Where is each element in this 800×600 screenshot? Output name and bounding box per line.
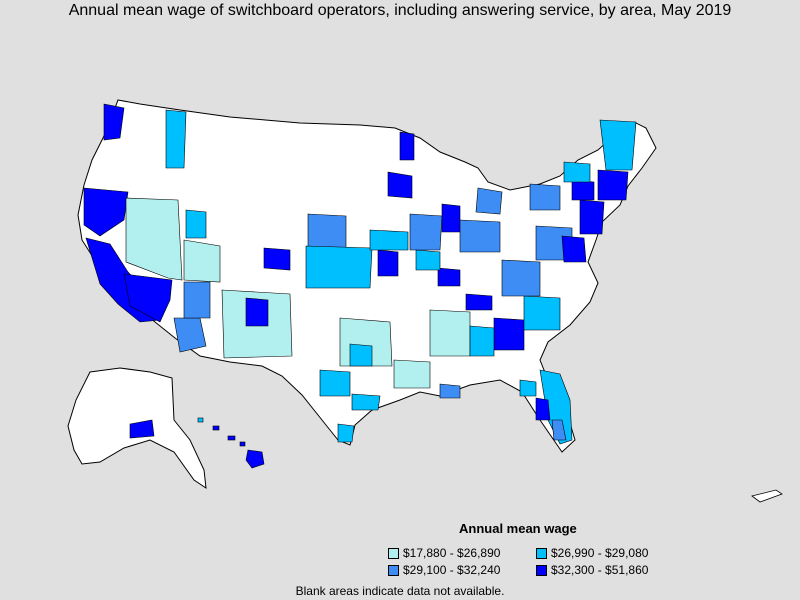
legend-item-range-4: $32,300 - $51,860	[536, 563, 676, 577]
legend-swatch-range-4	[536, 564, 547, 576]
footnote: Blank areas indicate data not available.	[295, 584, 505, 598]
legend-item-range-2: $26,990 - $29,080	[536, 546, 676, 560]
legend-swatch-range-2	[536, 547, 547, 559]
legend-title: Annual mean wage	[459, 521, 577, 536]
legend-label-range-1: $17,880 - $26,890	[403, 546, 501, 560]
legend-label-range-3: $29,100 - $32,240	[403, 563, 501, 577]
legend-label-range-2: $26,990 - $29,080	[551, 546, 649, 560]
hawaii-islands	[197, 417, 265, 469]
legend-label-range-4: $32,300 - $51,860	[551, 563, 649, 577]
legend-item-range-3: $29,100 - $32,240	[388, 563, 536, 577]
legend-swatch-range-3	[388, 564, 399, 576]
wage-areas	[83, 103, 637, 445]
legend: $17,880 - $26,890 $26,990 - $29,080 $29,…	[388, 546, 676, 577]
legend-item-range-1: $17,880 - $26,890	[388, 546, 536, 560]
legend-swatch-range-1	[388, 547, 399, 559]
puerto-rico-outline	[751, 489, 783, 503]
map-title: Annual mean wage of switchboard operator…	[68, 2, 732, 19]
